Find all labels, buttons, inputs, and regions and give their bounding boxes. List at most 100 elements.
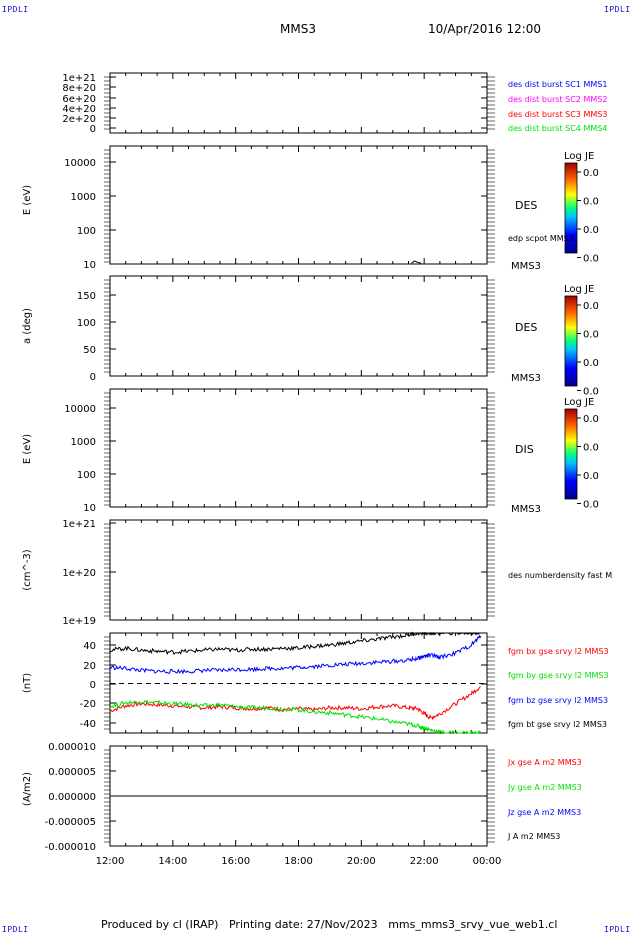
colorbar-des-energy [564, 162, 578, 254]
ylabel-density: (cm^-3) [22, 549, 33, 590]
plot-date: 10/Apr/2016 12:00 [428, 22, 542, 36]
colorbar-tick-label-des-energy: 0.0 [583, 168, 599, 179]
footer-file: mms_mms3_srvy_vue_web1.cl [388, 918, 558, 931]
ytick-label-fgm: -40 [80, 719, 96, 730]
ytick-label-dist: 1e+21 [62, 73, 96, 84]
overlay-label-des-energy: edp scpot MMS3 [508, 234, 574, 243]
ytick-label-dis-energy: 1000 [71, 437, 96, 448]
legend-entry-current: J A m2 MMS3 [507, 832, 560, 841]
legend-entry-current: Jx gse A m2 MMS3 [507, 758, 582, 767]
legend-entry-density: des numberdensity fast M [508, 571, 612, 580]
plot-title: MMS3 [280, 22, 316, 36]
ytick-label-dist: 0 [90, 124, 96, 135]
colorbar-tick-label-dis-energy: 0.0 [583, 414, 599, 425]
ytick-label-dist: 8e+20 [62, 83, 96, 94]
ytick-label-fgm: 0 [90, 680, 96, 691]
ytick-label-current: 0.000005 [48, 767, 96, 778]
ytick-label-density: 1e+19 [62, 616, 96, 627]
colorbar-tick-label-des-energy: 0.0 [583, 225, 599, 236]
instrument-label-dis-energy: DIS [515, 443, 534, 456]
ytick-label-dist: 2e+20 [62, 114, 96, 125]
ytick-label-density: 1e+20 [62, 568, 96, 579]
ytick-label-fgm: 20 [83, 661, 96, 672]
ylabel-dis-energy: E (eV) [22, 434, 33, 464]
instrument-label-des-pitch: DES [515, 321, 537, 334]
ytick-label-des-pitch: 50 [83, 345, 96, 356]
ytick-label-des-energy: 1000 [71, 192, 96, 203]
ylabel-des-pitch: a (deg) [22, 308, 33, 344]
colorbar-tick-label-des-pitch: 0.0 [583, 358, 599, 369]
corner-tag-bottom-right: IPDLI [604, 925, 630, 934]
legend-entry-dist: des dist burst SC2 MMS2 [508, 95, 607, 104]
colorbar-tick-label-dis-energy: 0.0 [583, 471, 599, 482]
ytick-label-des-energy: 10 [83, 260, 96, 271]
ytick-label-dis-energy: 10000 [64, 404, 96, 415]
legend-entry-fgm: fgm by gse srvy l2 MMS3 [508, 671, 609, 680]
ytick-label-dis-energy: 10 [83, 503, 96, 514]
spacecraft-label-des-pitch: MMS3 [511, 373, 541, 384]
time-axis-label: 22:00 [410, 856, 439, 867]
legend-entry-current: Jz gse A m2 MMS3 [507, 808, 581, 817]
legend-entry-current: Jy gse A m2 MMS3 [507, 783, 582, 792]
colorbar-title-des-energy: Log JE [564, 151, 594, 162]
series-line-fgm [109, 699, 482, 735]
ytick-label-current: -0.000010 [45, 842, 96, 853]
legend-entry-dist: des dist burst SC3 MMS3 [508, 110, 607, 119]
colorbar-tick-label-des-energy: 0.0 [583, 254, 599, 265]
panel-frame-density [109, 519, 488, 621]
ytick-label-des-energy: 100 [77, 226, 96, 237]
panel-frame-des-pitch [109, 275, 488, 377]
spacecraft-label-des-energy: MMS3 [511, 261, 541, 272]
colorbar-tick-label-des-pitch: 0.0 [583, 330, 599, 341]
spacecraft-label-dis-energy: MMS3 [511, 504, 541, 515]
colorbar-dis-energy [564, 408, 578, 500]
series-line-fgm [109, 634, 482, 675]
footer-printing: Printing date: 27/Nov/2023 [228, 918, 378, 931]
ytick-label-current: 0.000010 [48, 742, 96, 753]
ytick-label-current: 0.000000 [48, 792, 96, 803]
series-line-fgm [109, 631, 481, 656]
ytick-label-des-pitch: 100 [77, 318, 96, 329]
colorbar-tick-label-dis-energy: 0.0 [583, 500, 599, 511]
ytick-label-fgm: -20 [80, 699, 96, 710]
ytick-label-dist: 6e+20 [62, 94, 96, 105]
ytick-label-dist: 4e+20 [62, 104, 96, 115]
ylabel-des-energy: E (eV) [22, 185, 33, 215]
ytick-label-dis-energy: 100 [77, 470, 96, 481]
time-axis-label: 14:00 [158, 856, 187, 867]
footer-produced: Produced by cl (IRAP) [101, 918, 219, 931]
panel-frame-des-energy [109, 145, 488, 265]
ylabel-fgm: (nT) [22, 673, 33, 693]
corner-tag-bottom-left: IPDLI [2, 925, 29, 934]
legend-entry-fgm: fgm bt gse srvy l2 MMS3 [508, 720, 607, 729]
ytick-label-density: 1e+21 [62, 519, 96, 530]
panel-frame-fgm [109, 632, 488, 734]
panel-frame-dis-energy [109, 388, 488, 508]
legend-entry-fgm: fgm bz gse srvy l2 MMS3 [508, 696, 608, 705]
series-line-fgm [109, 686, 481, 721]
ylabel-current: (A/m2) [22, 772, 33, 806]
legend-entry-dist: des dist burst SC1 MMS1 [508, 80, 607, 89]
time-axis-label: 12:00 [96, 856, 125, 867]
ytick-label-des-pitch: 150 [77, 291, 96, 302]
scpot-trace [411, 260, 422, 264]
corner-tag-top-right: IPDLI [604, 5, 630, 14]
ytick-label-des-pitch: 0 [90, 372, 96, 383]
legend-entry-dist: des dist burst SC4 MMS4 [508, 124, 607, 133]
ytick-label-fgm: 40 [83, 641, 96, 652]
footer: Produced by cl (IRAP) Printing date: 27/… [101, 918, 557, 931]
time-axis-label: 00:00 [473, 856, 502, 867]
colorbar-title-dis-energy: Log JE [564, 397, 594, 408]
colorbar-tick-label-dis-energy: 0.0 [583, 443, 599, 454]
time-axis-label: 20:00 [347, 856, 376, 867]
instrument-label-des-energy: DES [515, 199, 537, 212]
legend-entry-fgm: fgm bx gse srvy l2 MMS3 [508, 647, 609, 656]
colorbar-tick-label-des-pitch: 0.0 [583, 387, 599, 398]
time-axis-label: 18:00 [284, 856, 313, 867]
ytick-label-current: -0.000005 [45, 817, 96, 828]
time-axis-label: 16:00 [221, 856, 250, 867]
colorbar-title-des-pitch: Log JE [564, 284, 594, 295]
ytick-label-des-energy: 10000 [64, 158, 96, 169]
panel-frame-dist [109, 72, 488, 134]
